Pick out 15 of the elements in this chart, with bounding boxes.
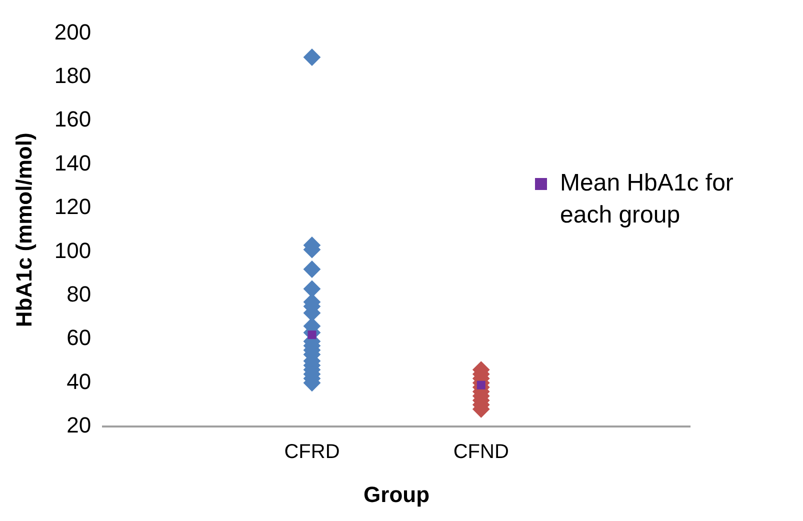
y-tick-label: 200 <box>54 19 92 44</box>
x-axis-title: Group <box>364 482 430 507</box>
y-tick-label: 80 <box>66 282 92 307</box>
y-tick-label: 120 <box>54 194 92 220</box>
y-tick-label: 40 <box>66 368 92 394</box>
y-tick-label: 20 <box>66 412 92 438</box>
y-tick-label: 100 <box>54 238 92 263</box>
y-tick-label: 60 <box>66 325 92 350</box>
y-tick-label: 160 <box>54 106 92 132</box>
x-tick-label: CFRD <box>284 441 340 464</box>
y-axis-title: HbA1c (mmol/mol) <box>11 132 36 328</box>
y-tick-label: 140 <box>54 150 92 176</box>
legend-label: Mean HbA1c for each group <box>560 170 734 229</box>
y-tick-label: 180 <box>54 62 92 88</box>
x-tick-label: CFND <box>453 441 509 464</box>
